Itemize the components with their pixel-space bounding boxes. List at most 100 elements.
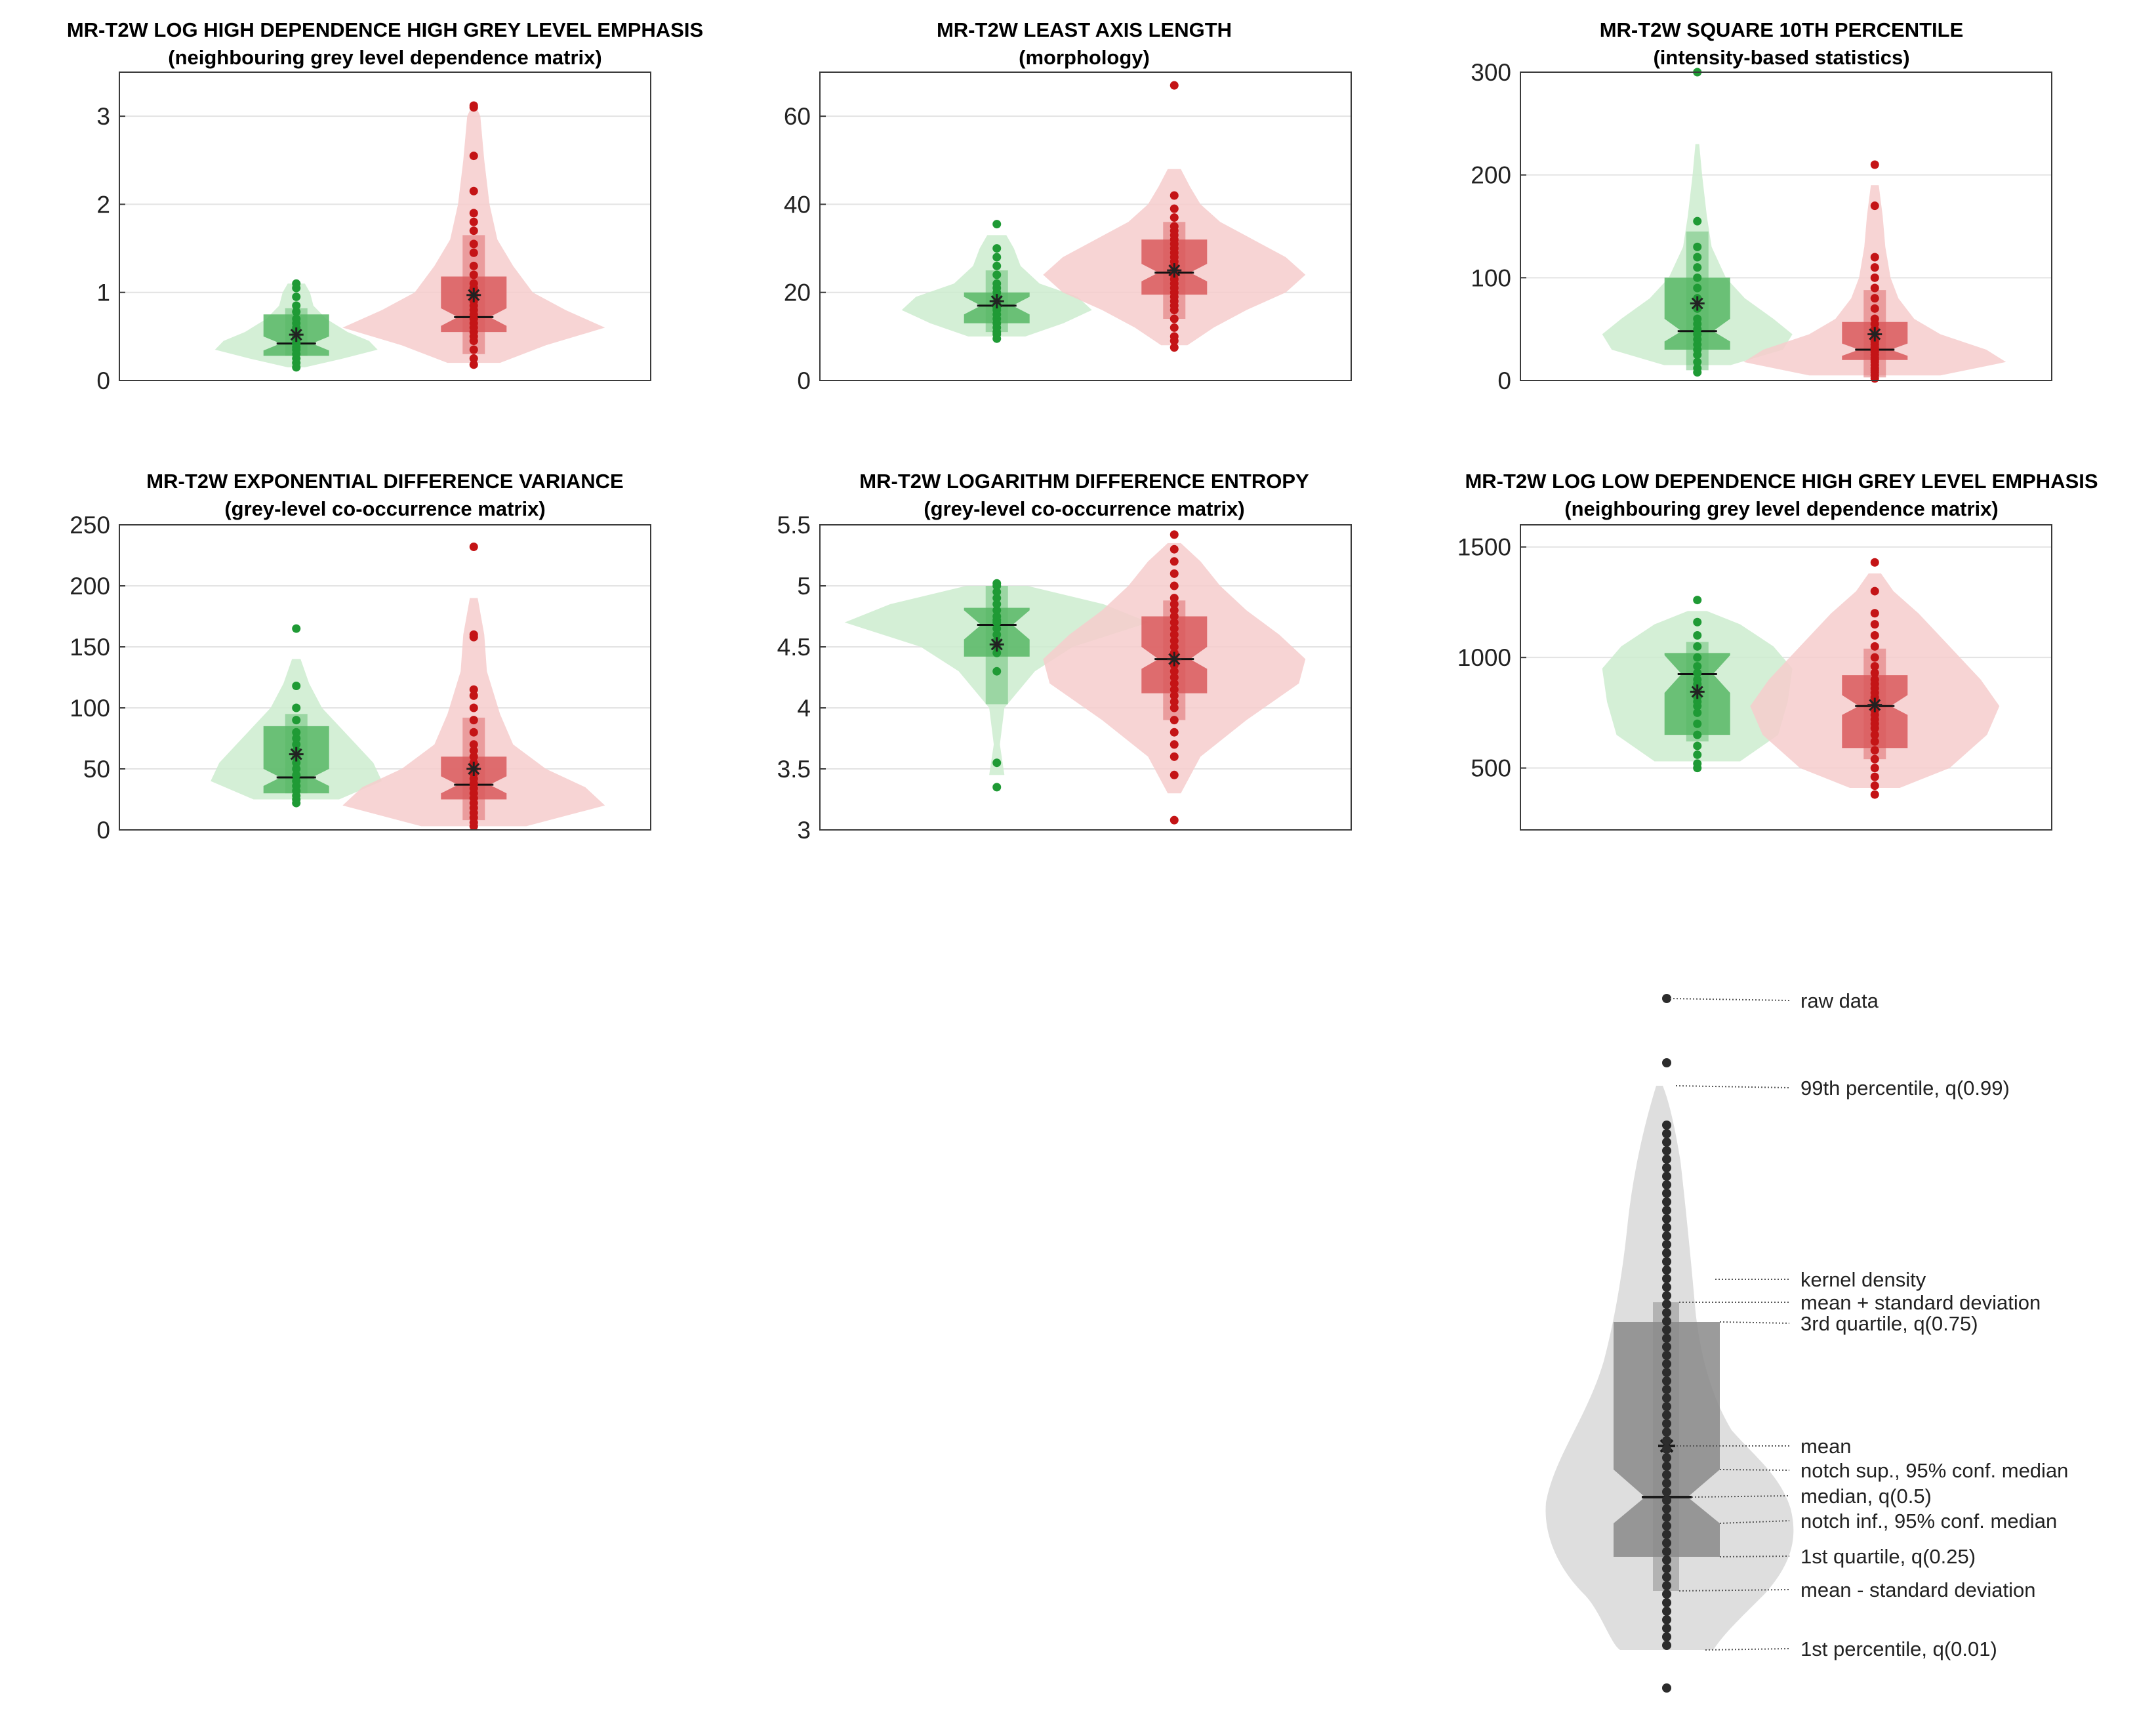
legend-label-raw-data: raw data bbox=[1800, 989, 1879, 1012]
raw-data-point bbox=[469, 209, 478, 218]
legend-raw-data-dot bbox=[1662, 1334, 1671, 1343]
raw-data-point bbox=[1170, 343, 1179, 352]
raw-data-point bbox=[469, 279, 478, 288]
raw-data-point bbox=[1693, 596, 1702, 605]
raw-data-point bbox=[292, 279, 301, 288]
raw-data-point bbox=[1693, 263, 1702, 272]
y-tick-label: 0 bbox=[96, 367, 110, 394]
raw-data-point bbox=[1170, 594, 1179, 603]
legend: raw data 99th percentile, q(0.99) kernel d… bbox=[1545, 989, 2068, 1693]
raw-data-point bbox=[992, 624, 1002, 633]
raw-data-point bbox=[292, 292, 301, 301]
mean-marker bbox=[1167, 651, 1182, 667]
raw-data-point bbox=[1870, 304, 1879, 313]
legend-leader-line bbox=[1669, 998, 1790, 1001]
legend-raw-data-dot bbox=[1662, 1274, 1671, 1283]
panel-log-high-dependence-high-grey-level-emphasis: MR-T2W LOG HIGH DEPENDENCE HIGH GREY LEV… bbox=[67, 18, 703, 394]
legend-raw-data-dot bbox=[1662, 1530, 1671, 1539]
mean-marker bbox=[466, 287, 481, 302]
raw-data-point bbox=[292, 728, 301, 737]
legend-label-p01: 1st percentile, q(0.01) bbox=[1800, 1637, 1997, 1660]
raw-data-point bbox=[1870, 662, 1879, 671]
legend-raw-data-dot bbox=[1662, 1547, 1671, 1556]
legend-raw-data-dot bbox=[1662, 1607, 1671, 1616]
y-tick-label: 150 bbox=[70, 634, 110, 661]
y-tick-label: 200 bbox=[70, 573, 110, 600]
raw-data-point bbox=[992, 270, 1002, 279]
raw-data-point bbox=[1170, 545, 1179, 554]
raw-data-point bbox=[469, 630, 478, 639]
raw-data-point bbox=[292, 740, 301, 749]
raw-data-point bbox=[1870, 314, 1879, 323]
legend-raw-data-dot bbox=[1662, 1462, 1671, 1471]
legend-raw-data-dot bbox=[1662, 1479, 1671, 1488]
raw-data-point bbox=[1693, 642, 1702, 651]
mean-marker bbox=[1690, 296, 1705, 311]
plot-area: 0 100 200 300 bbox=[1471, 59, 2052, 394]
y-tick-label: 4 bbox=[797, 695, 811, 722]
raw-data-point bbox=[1170, 697, 1179, 707]
legend-label-mean: mean bbox=[1800, 1435, 1852, 1458]
raw-data-point bbox=[1693, 253, 1702, 262]
legend-label-median: median, q(0.5) bbox=[1800, 1485, 1932, 1508]
legend-raw-data-dot bbox=[1662, 1393, 1671, 1403]
raw-data-point bbox=[1693, 363, 1702, 373]
y-tick-label: 60 bbox=[784, 103, 811, 130]
raw-data-point bbox=[1170, 213, 1179, 222]
legend-raw-data-dot bbox=[1662, 1385, 1671, 1394]
raw-data-point bbox=[1170, 222, 1179, 231]
legend-raw-data-dot bbox=[1662, 1248, 1671, 1258]
legend-raw-data-dot bbox=[1662, 1410, 1671, 1420]
raw-data-point bbox=[292, 770, 301, 779]
raw-data-point bbox=[469, 716, 478, 725]
legend-raw-data-dot bbox=[1662, 1359, 1671, 1369]
y-tick-label: 1000 bbox=[1457, 644, 1511, 671]
raw-data-point bbox=[992, 630, 1002, 639]
raw-data-point bbox=[992, 758, 1002, 768]
raw-data-point bbox=[1870, 746, 1879, 755]
raw-data-point bbox=[1693, 730, 1702, 739]
raw-data-point bbox=[1170, 685, 1179, 694]
raw-data-point bbox=[1170, 606, 1179, 615]
raw-data-point bbox=[1693, 273, 1702, 282]
raw-data-point bbox=[992, 600, 1002, 609]
raw-data-point bbox=[1693, 314, 1702, 323]
raw-data-point bbox=[1170, 752, 1179, 761]
legend-raw-data-dot bbox=[1662, 1155, 1671, 1164]
legend-raw-data-dot bbox=[1662, 1180, 1671, 1189]
legend-label-notch-sup: notch sup., 95% conf. median bbox=[1800, 1459, 2068, 1482]
legend-raw-data-dot bbox=[1662, 1325, 1671, 1334]
legend-label-mean-plus-sd: mean + standard deviation bbox=[1800, 1291, 2041, 1314]
raw-data-point bbox=[1170, 612, 1179, 621]
raw-data-point bbox=[469, 261, 478, 270]
raw-data-point bbox=[1870, 587, 1879, 596]
y-tick-label: 3 bbox=[797, 817, 811, 844]
legend-raw-data-dot bbox=[1662, 1266, 1671, 1275]
legend-raw-data-dot bbox=[1662, 1470, 1671, 1479]
raw-data-point bbox=[469, 752, 478, 761]
mean-marker bbox=[1167, 263, 1182, 278]
raw-data-point bbox=[1870, 160, 1879, 169]
legend-raw-data-dot bbox=[1662, 1206, 1671, 1215]
legend-raw-data-dot bbox=[1662, 1308, 1671, 1317]
raw-data-point bbox=[469, 226, 478, 236]
raw-data-point bbox=[1170, 530, 1179, 539]
raw-data-point bbox=[292, 716, 301, 725]
panel-subtitle: (neighbouring grey level dependence matr… bbox=[1564, 497, 1998, 520]
raw-data-point bbox=[469, 186, 478, 196]
raw-data-point bbox=[1170, 740, 1179, 749]
raw-data-point bbox=[1693, 617, 1702, 627]
y-tick-label: 500 bbox=[1471, 755, 1511, 782]
legend-raw-data-dot bbox=[1662, 1163, 1671, 1172]
plot-frame bbox=[819, 524, 1352, 831]
raw-data-point bbox=[292, 301, 301, 310]
raw-data-point bbox=[1870, 737, 1879, 746]
raw-data-point bbox=[992, 783, 1002, 792]
legend-raw-data-dots bbox=[1662, 994, 1671, 1693]
raw-data-point bbox=[1170, 679, 1179, 688]
raw-data-point bbox=[1870, 294, 1879, 303]
raw-data-point bbox=[1170, 191, 1179, 200]
legend-label-mean-minus-sd: mean - standard deviation bbox=[1800, 1578, 2035, 1601]
y-tick-label: 100 bbox=[70, 695, 110, 722]
legend-raw-data-dot bbox=[1662, 1521, 1671, 1531]
